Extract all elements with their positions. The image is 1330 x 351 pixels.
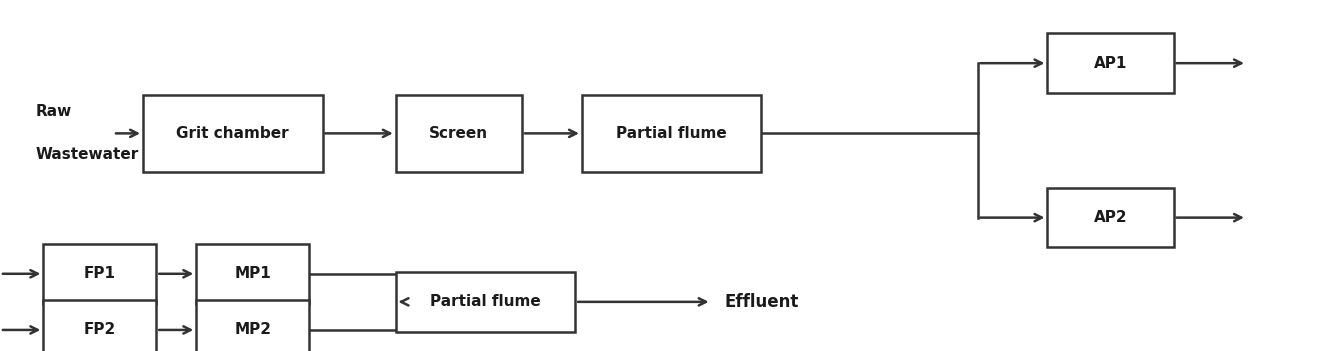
Bar <box>43 300 157 351</box>
Text: Wastewater: Wastewater <box>36 147 140 163</box>
Text: Grit chamber: Grit chamber <box>177 126 289 141</box>
Bar <box>1048 188 1173 247</box>
Text: Raw: Raw <box>36 104 72 119</box>
Text: Partial flume: Partial flume <box>616 126 728 141</box>
Text: Effluent: Effluent <box>725 293 799 311</box>
Text: Partial flume: Partial flume <box>430 294 541 309</box>
Text: AP2: AP2 <box>1093 210 1128 225</box>
Bar <box>396 272 575 332</box>
Text: AP1: AP1 <box>1093 56 1128 71</box>
Text: MP1: MP1 <box>234 266 271 281</box>
Bar <box>396 95 521 172</box>
Bar <box>197 300 309 351</box>
Bar <box>1048 33 1173 93</box>
Bar <box>43 244 157 304</box>
Text: Screen: Screen <box>430 126 488 141</box>
Text: FP1: FP1 <box>84 266 116 281</box>
Bar <box>583 95 761 172</box>
Bar <box>197 244 309 304</box>
Text: MP2: MP2 <box>234 323 271 337</box>
Bar <box>142 95 322 172</box>
Text: FP2: FP2 <box>84 323 116 337</box>
